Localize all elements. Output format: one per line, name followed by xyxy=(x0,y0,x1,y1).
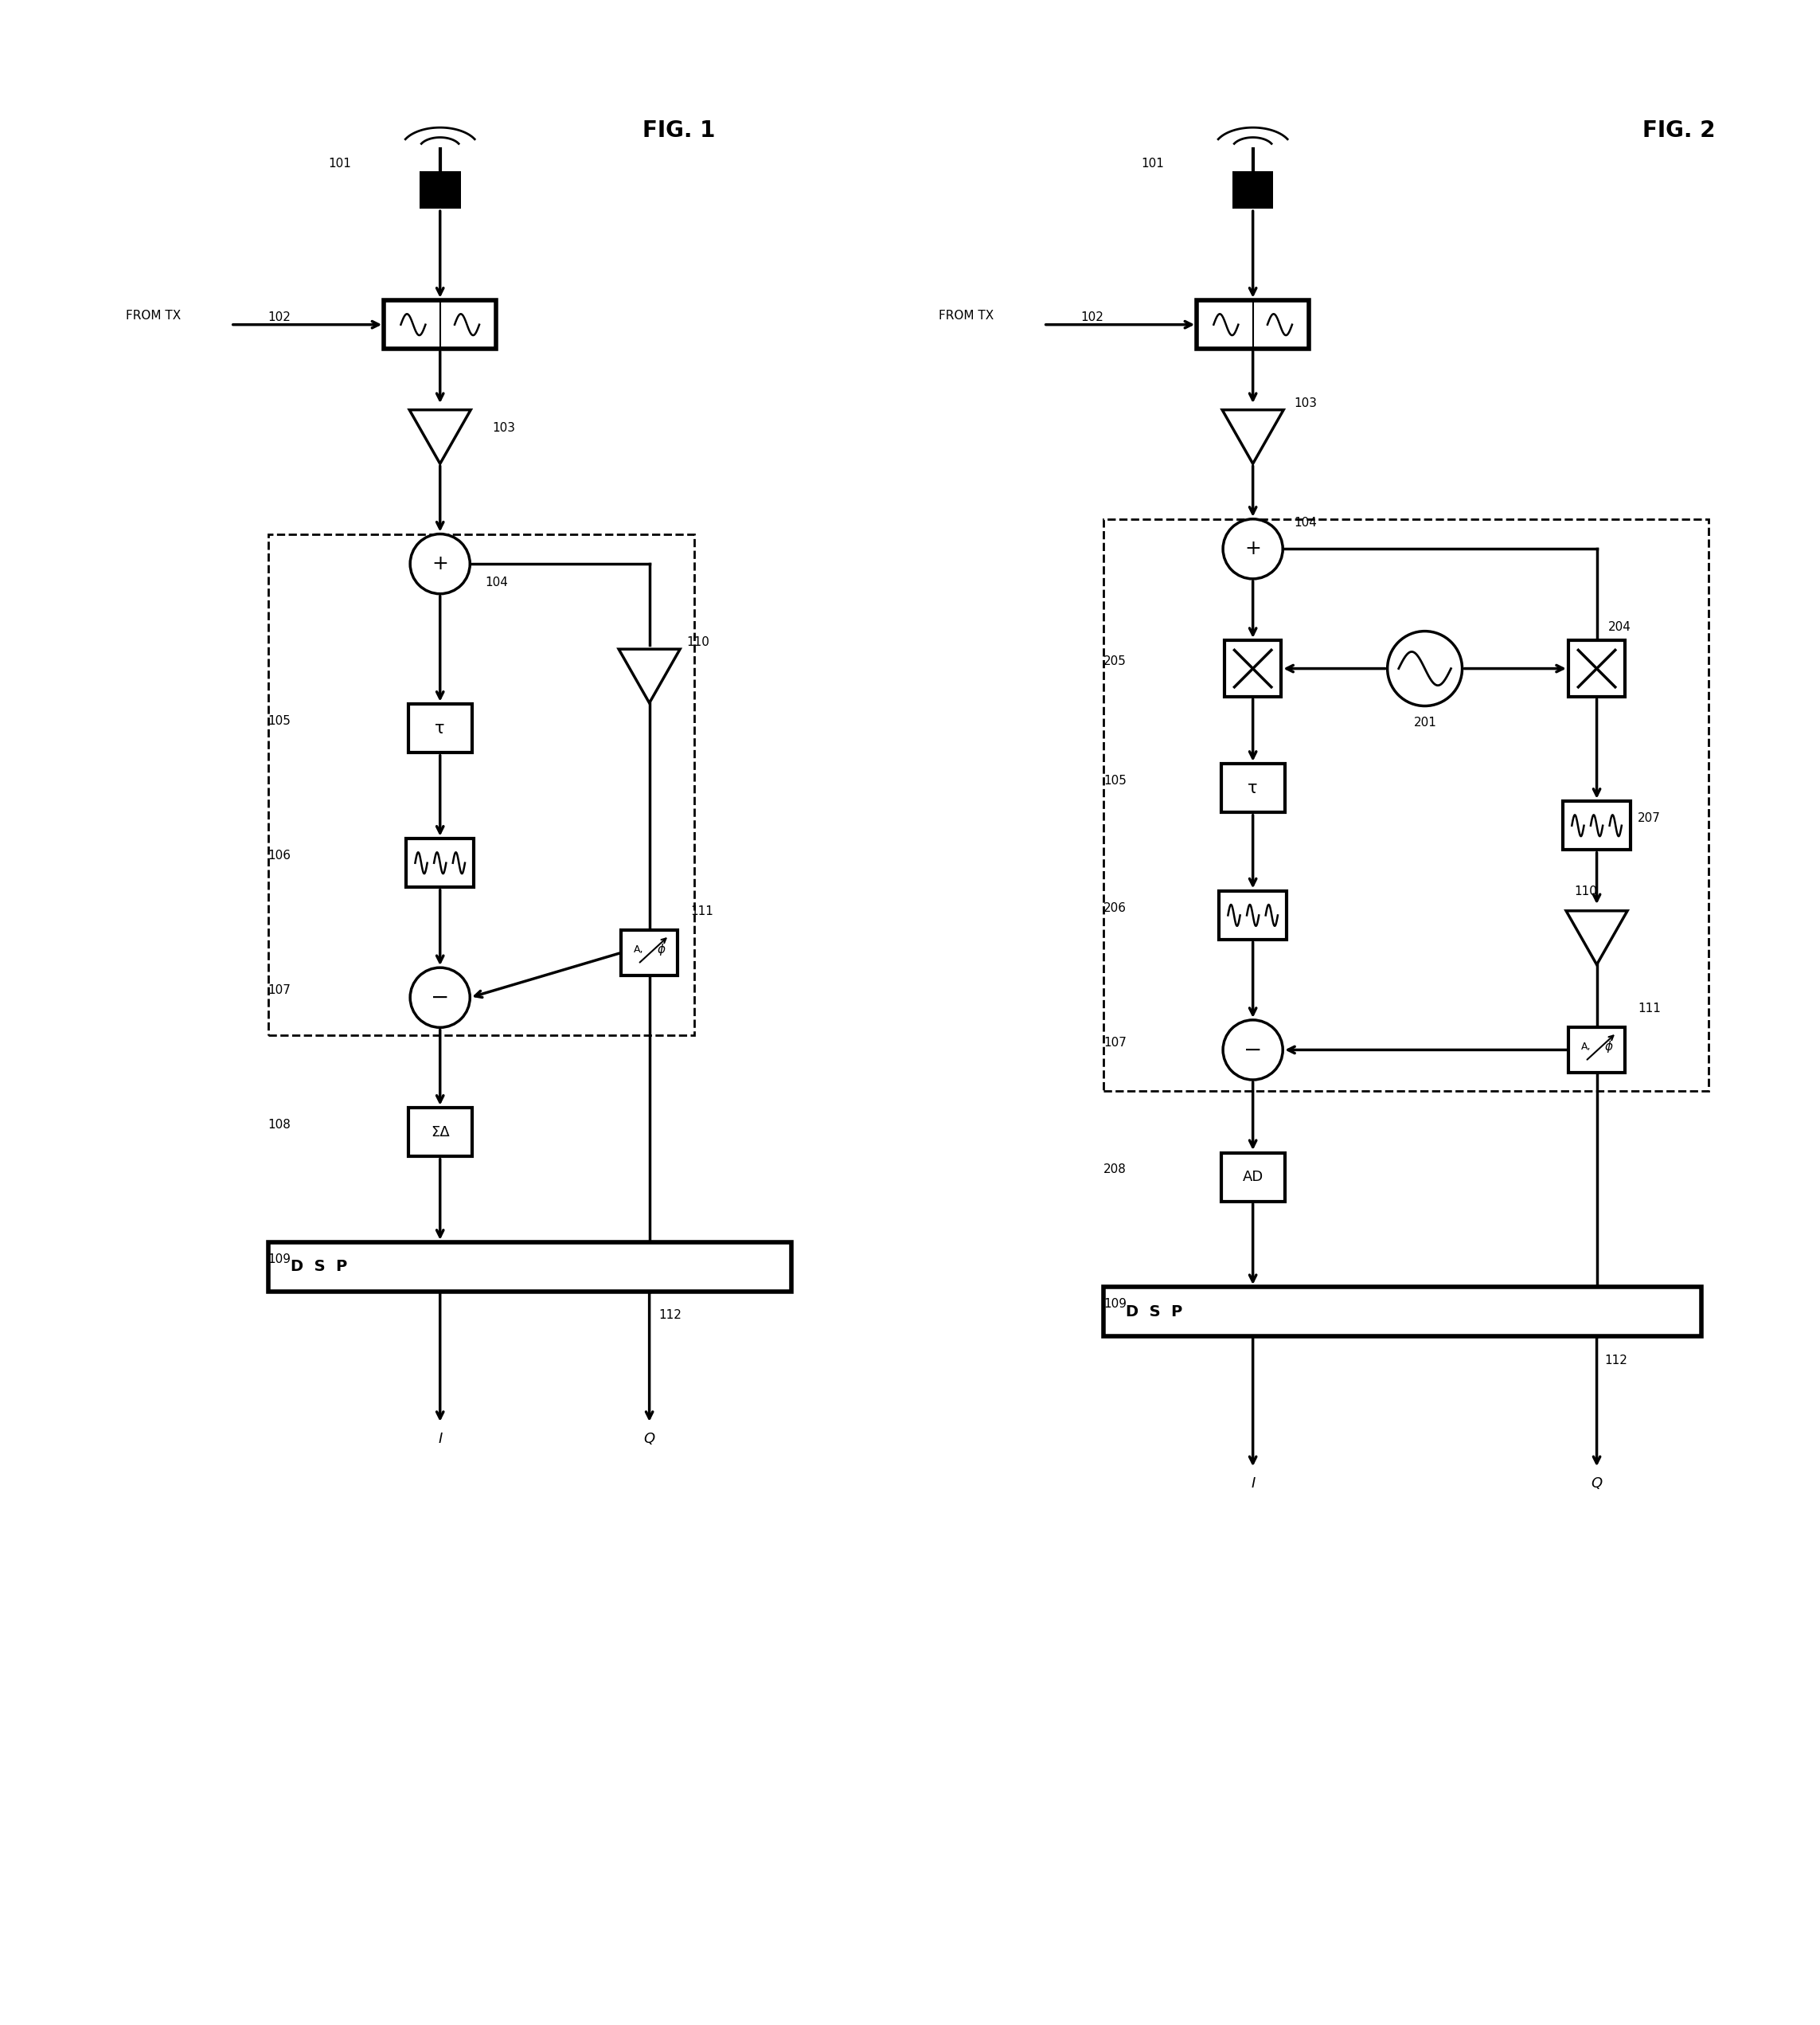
Bar xyxy=(1569,640,1625,697)
Text: FROM TX: FROM TX xyxy=(126,310,182,322)
Text: FIG. 2: FIG. 2 xyxy=(1642,119,1716,142)
Bar xyxy=(408,1108,471,1156)
Bar xyxy=(419,172,460,209)
Bar xyxy=(406,838,473,887)
Text: 109: 109 xyxy=(1103,1298,1127,1310)
Text: I: I xyxy=(1250,1476,1256,1490)
Text: 105: 105 xyxy=(1103,776,1127,786)
Text: 109: 109 xyxy=(268,1253,291,1266)
Text: ΣΔ: ΣΔ xyxy=(431,1126,450,1140)
Bar xyxy=(268,535,693,1035)
Text: Q: Q xyxy=(644,1432,655,1446)
Text: 103: 103 xyxy=(1294,397,1318,409)
Bar xyxy=(268,1241,792,1292)
Polygon shape xyxy=(410,409,471,464)
Text: $\phi$: $\phi$ xyxy=(657,942,666,958)
Text: 102: 102 xyxy=(1081,312,1105,324)
Text: 106: 106 xyxy=(268,850,291,861)
Polygon shape xyxy=(1565,911,1627,964)
Text: 101: 101 xyxy=(328,158,351,170)
Text: D  S  P: D S P xyxy=(291,1260,348,1274)
Bar xyxy=(621,929,677,976)
Text: 107: 107 xyxy=(1103,1037,1127,1049)
Bar xyxy=(1225,640,1281,697)
Text: AD: AD xyxy=(1243,1170,1263,1185)
Bar xyxy=(1290,1292,1552,1330)
Text: 104: 104 xyxy=(484,577,508,589)
Polygon shape xyxy=(1223,409,1283,464)
Text: 201: 201 xyxy=(1414,717,1436,729)
Text: 112: 112 xyxy=(1603,1355,1627,1367)
Text: $\phi$: $\phi$ xyxy=(1603,1039,1613,1055)
Bar xyxy=(408,705,471,753)
Text: 110: 110 xyxy=(1574,885,1598,897)
Circle shape xyxy=(410,535,470,593)
Text: 205: 205 xyxy=(1103,656,1127,666)
Text: τ: τ xyxy=(1249,780,1258,796)
Circle shape xyxy=(1223,1021,1283,1079)
Text: 101: 101 xyxy=(1141,158,1163,170)
Circle shape xyxy=(410,968,470,1027)
Bar xyxy=(1103,1288,1702,1336)
Text: +: + xyxy=(431,555,448,573)
Bar xyxy=(384,300,497,348)
Text: A,: A, xyxy=(1582,1041,1591,1053)
Bar xyxy=(1569,1027,1625,1073)
Circle shape xyxy=(1223,518,1283,579)
Text: FIG. 1: FIG. 1 xyxy=(642,119,715,142)
Text: 204: 204 xyxy=(1607,622,1631,634)
Text: 111: 111 xyxy=(690,905,713,917)
Polygon shape xyxy=(619,650,681,703)
Text: D  S  P: D S P xyxy=(1127,1304,1183,1318)
Text: 107: 107 xyxy=(268,984,291,996)
Text: 208: 208 xyxy=(1103,1164,1127,1174)
Text: Q: Q xyxy=(1591,1476,1602,1490)
Bar xyxy=(477,1247,739,1286)
Bar xyxy=(1563,802,1631,850)
Text: I: I xyxy=(439,1432,442,1446)
Bar xyxy=(1198,300,1309,348)
Bar xyxy=(1103,518,1709,1091)
Text: 104: 104 xyxy=(1294,516,1318,529)
Text: A,: A, xyxy=(633,944,644,956)
Bar xyxy=(1232,172,1274,209)
Text: 110: 110 xyxy=(686,636,710,648)
Text: 206: 206 xyxy=(1103,901,1127,913)
Bar xyxy=(1221,763,1285,812)
Text: −: − xyxy=(431,986,450,1008)
Circle shape xyxy=(1387,632,1461,707)
Text: 207: 207 xyxy=(1638,812,1662,824)
Bar xyxy=(1221,1152,1285,1201)
Text: τ: τ xyxy=(435,721,446,737)
Text: 102: 102 xyxy=(268,312,291,324)
Text: FROM TX: FROM TX xyxy=(939,310,994,322)
Text: +: + xyxy=(1245,539,1261,559)
Text: 112: 112 xyxy=(659,1310,681,1320)
Text: 111: 111 xyxy=(1638,1002,1662,1015)
Text: 108: 108 xyxy=(268,1118,291,1130)
Text: −: − xyxy=(1243,1039,1261,1061)
Text: 103: 103 xyxy=(493,421,515,433)
Bar xyxy=(1219,891,1287,940)
Text: 105: 105 xyxy=(268,715,291,727)
